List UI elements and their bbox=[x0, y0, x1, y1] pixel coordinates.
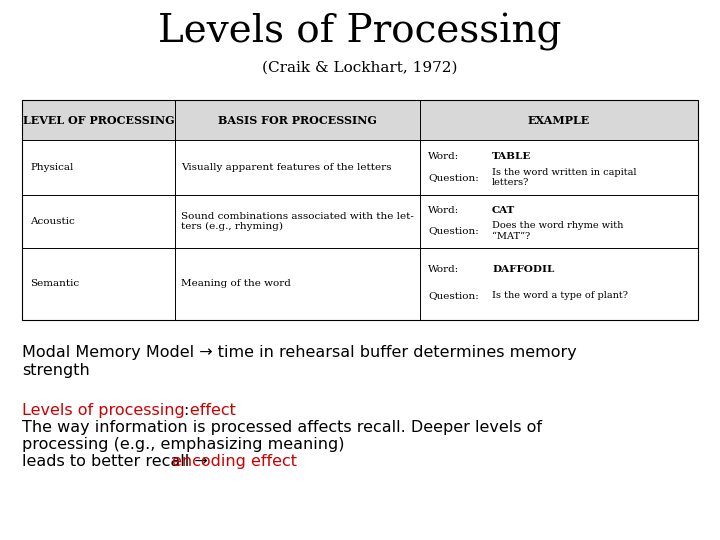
Text: Sound combinations associated with the let-
ters (e.g., rhyming): Sound combinations associated with the l… bbox=[181, 212, 414, 231]
Text: Levels of Processing: Levels of Processing bbox=[158, 13, 562, 51]
Bar bbox=[22, 100, 698, 320]
Text: Is the word a type of plant?: Is the word a type of plant? bbox=[492, 291, 628, 300]
Text: Word:: Word: bbox=[428, 206, 459, 215]
Text: Word:: Word: bbox=[428, 265, 459, 273]
Text: Modal Memory Model → time in rehearsal buffer determines memory: Modal Memory Model → time in rehearsal b… bbox=[22, 345, 577, 360]
Text: BASIS FOR PROCESSING: BASIS FOR PROCESSING bbox=[218, 114, 377, 125]
Text: :: : bbox=[184, 403, 189, 418]
Text: Is the word written in capital
letters?: Is the word written in capital letters? bbox=[492, 168, 636, 187]
Text: Question:: Question: bbox=[428, 227, 479, 235]
Text: Word:: Word: bbox=[428, 152, 459, 161]
Text: DAFFODIL: DAFFODIL bbox=[492, 265, 554, 273]
Text: TABLE: TABLE bbox=[492, 152, 531, 161]
Text: leads to better recall →: leads to better recall → bbox=[22, 454, 213, 469]
Text: Visually apparent features of the letters: Visually apparent features of the letter… bbox=[181, 163, 392, 172]
Text: Physical: Physical bbox=[30, 163, 73, 172]
Text: Semantic: Semantic bbox=[30, 279, 79, 287]
Text: Meaning of the word: Meaning of the word bbox=[181, 279, 291, 287]
Text: EXAMPLE: EXAMPLE bbox=[528, 114, 590, 125]
Text: LEVEL OF PROCESSING: LEVEL OF PROCESSING bbox=[23, 114, 174, 125]
Text: Question:: Question: bbox=[428, 291, 479, 300]
Bar bbox=[22, 100, 698, 140]
Text: processing (e.g., emphasizing meaning): processing (e.g., emphasizing meaning) bbox=[22, 437, 344, 452]
Text: Acoustic: Acoustic bbox=[30, 217, 75, 226]
Text: Question:: Question: bbox=[428, 173, 479, 182]
Text: CAT: CAT bbox=[492, 206, 516, 215]
Text: The way information is processed affects recall. Deeper levels of: The way information is processed affects… bbox=[22, 420, 542, 435]
Text: strength: strength bbox=[22, 363, 90, 378]
Text: Levels of processing effect: Levels of processing effect bbox=[22, 403, 236, 418]
Text: encoding effect: encoding effect bbox=[171, 454, 297, 469]
Text: Does the word rhyme with
“MAT”?: Does the word rhyme with “MAT”? bbox=[492, 221, 624, 241]
Text: (Craik & Lockhart, 1972): (Craik & Lockhart, 1972) bbox=[262, 61, 458, 75]
